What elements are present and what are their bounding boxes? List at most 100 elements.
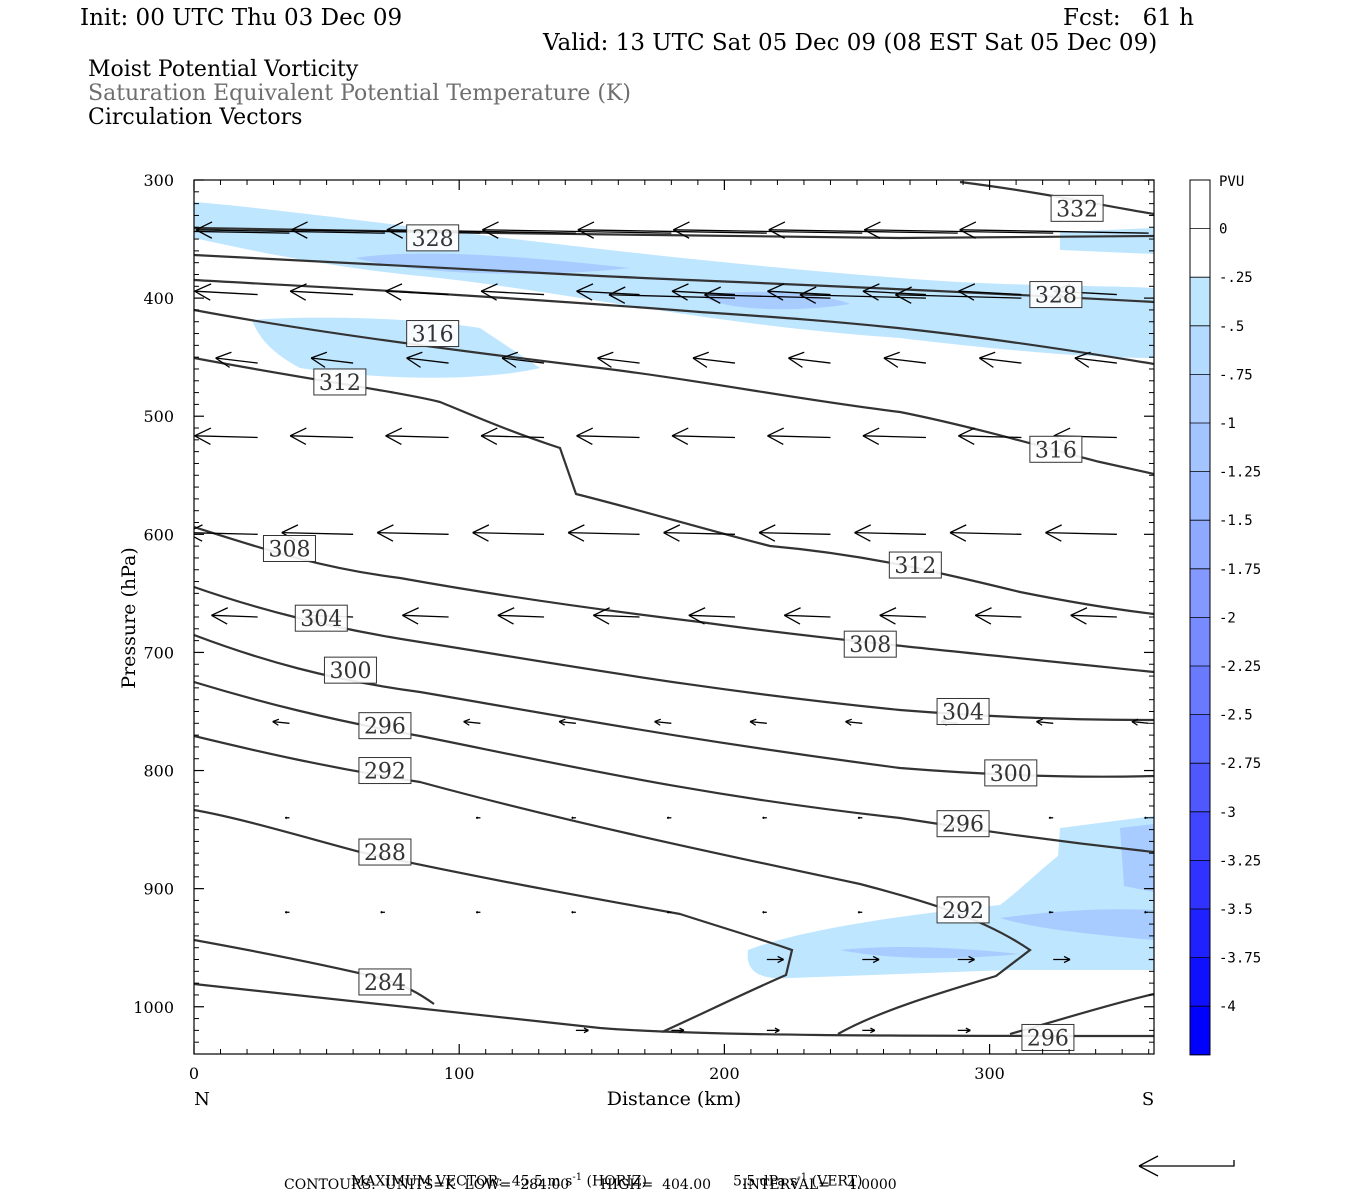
- vector-arrowhead: [567, 524, 585, 542]
- contour-280: [194, 982, 1154, 1038]
- vector-arrowhead: [576, 427, 594, 445]
- contour-info: CONTOURS: UNITS=K LOW= 284.00 HIGH= 404.…: [284, 1177, 897, 1193]
- vector-arrow: [402, 614, 449, 618]
- colorbar-swatch: [1190, 325, 1210, 375]
- contour-label-box: [406, 320, 460, 348]
- vector-arrow: [593, 614, 640, 618]
- vector-arrow: [799, 294, 926, 299]
- vector-arrowhead: [5, 222, 21, 238]
- vector-arrow: [568, 531, 640, 535]
- vector-arrow: [845, 720, 863, 724]
- vector-arrowhead: [1070, 607, 1088, 625]
- vector-arrow: [311, 357, 354, 364]
- vector-arrow: [377, 531, 449, 535]
- colorbar-label: -3.5: [1219, 902, 1253, 918]
- vector-arrow: [864, 229, 1054, 234]
- colorbar-label: -.75: [1219, 367, 1253, 383]
- vector-arrowhead: [979, 351, 996, 368]
- vector-arrow: [671, 435, 736, 439]
- vector-arrow: [949, 531, 1022, 535]
- vector-arrowhead: [688, 607, 706, 625]
- colorbar-label: -3.75: [1219, 951, 1261, 967]
- vector-arrow: [194, 290, 258, 296]
- contour-label-box: [406, 224, 460, 252]
- colorbar-label: -2.25: [1219, 659, 1261, 675]
- colorbar-label: -4: [1219, 999, 1236, 1015]
- vector-arrow: [958, 435, 1022, 439]
- pv-region-upper-right: [1060, 228, 1154, 254]
- vector-arrowhead: [788, 351, 805, 368]
- vector-arrowhead: [870, 1027, 876, 1034]
- contour-label-box: [936, 896, 990, 924]
- vector-arrow: [194, 232, 195, 234]
- vector-arrowhead: [1048, 816, 1051, 820]
- vector-arrowhead: [211, 607, 229, 625]
- colorbar-label: -.5: [1219, 319, 1244, 335]
- contour-label-296: 296: [942, 813, 984, 838]
- vector-arrow: [194, 435, 258, 439]
- vector-arrow: [1045, 531, 1117, 535]
- vector-arrowhead: [576, 283, 594, 301]
- vector-arrowhead: [194, 283, 212, 301]
- vector-arrowhead: [974, 607, 992, 625]
- vector-arrowhead: [671, 427, 689, 445]
- horiz-exponent: -1: [572, 1172, 583, 1183]
- vector-arrow: [975, 614, 1022, 618]
- vector-arrow: [272, 720, 290, 724]
- vector-arrowhead: [799, 286, 817, 304]
- x-axis-title: Distance (km): [607, 1088, 742, 1110]
- contour-label-308: 308: [268, 537, 310, 562]
- contour-label-308: 308: [849, 633, 891, 658]
- contour-label-box: [936, 697, 990, 725]
- contour-label-box: [1029, 281, 1083, 309]
- vector-arrowhead: [386, 221, 404, 239]
- vector-arrowhead: [959, 221, 977, 239]
- vector-arrow: [463, 720, 481, 724]
- vert-tag: (VERT): [811, 1173, 863, 1190]
- colorbar-swatch: [1190, 1006, 1210, 1056]
- contour-label-box: [936, 810, 990, 838]
- vector-arrowhead: [1131, 718, 1139, 726]
- vector-arrowhead: [758, 524, 776, 542]
- vector-arrowhead: [1063, 955, 1071, 964]
- colorbar-label: -2.5: [1219, 708, 1253, 724]
- vector-arrow: [576, 435, 640, 439]
- vector-arrowhead: [777, 955, 784, 964]
- contour-label-300: 300: [990, 762, 1032, 787]
- vector-arrowhead: [783, 607, 801, 625]
- vector-arrowhead: [194, 427, 212, 445]
- vector-arrowhead: [497, 607, 515, 625]
- contour-label-300: 300: [329, 659, 371, 684]
- x-tick-label-100: 100: [444, 1064, 475, 1083]
- contour-label-316: 316: [1035, 438, 1077, 463]
- vector-arrow: [1070, 614, 1117, 618]
- vector-arrowhead: [577, 221, 595, 239]
- vector-arrowhead: [1144, 816, 1147, 820]
- field-title-mpv: Moist Potential Vorticity: [88, 57, 359, 82]
- vector-arrow: [688, 614, 736, 618]
- contour-label-284: 284: [364, 971, 406, 996]
- contour-label-328: 328: [412, 227, 454, 252]
- y-tick-label-1000: 1000: [133, 998, 174, 1017]
- contour-label-288: 288: [364, 841, 406, 866]
- y-tick-label-800: 800: [143, 762, 174, 781]
- vector-arrowhead: [272, 718, 280, 726]
- vector-arrow: [862, 290, 926, 296]
- colorbar-label: -1.5: [1219, 513, 1253, 529]
- vector-arrowhead: [654, 718, 662, 726]
- max-vector-vert: 5.5 dPa s: [732, 1173, 798, 1190]
- vector-arrow: [692, 357, 736, 364]
- vector-arrowhead: [663, 524, 681, 542]
- vector-arrow: [482, 229, 672, 234]
- colorbar-label: -1.75: [1219, 562, 1261, 578]
- vector-arrowhead: [666, 910, 669, 914]
- colorbar-swatch: [1190, 957, 1210, 1007]
- vector-arrowhead: [583, 1027, 589, 1034]
- vector-arrow: [577, 229, 767, 234]
- contour-label-316: 316: [412, 323, 454, 348]
- vector-arrowhead: [291, 221, 308, 239]
- contour-label-box: [1021, 1023, 1075, 1051]
- contour-292: [194, 734, 1032, 1035]
- y-tick-label-400: 400: [143, 289, 174, 308]
- vector-arrowhead: [679, 1027, 685, 1034]
